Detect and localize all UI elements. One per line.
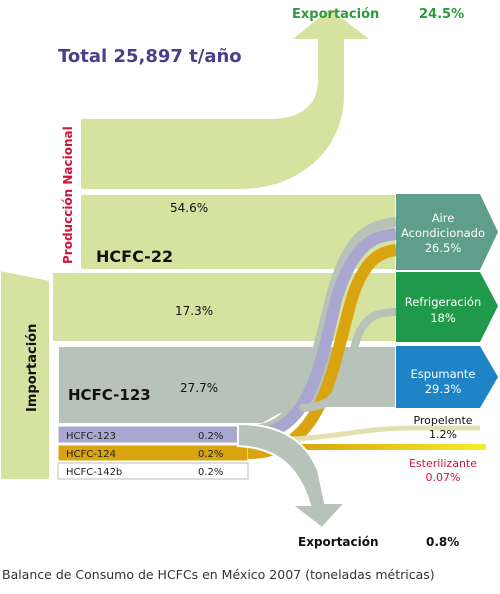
aire-label-2: Acondicionado bbox=[401, 226, 485, 240]
aire-pct: 26.5% bbox=[425, 241, 462, 255]
small-hcfc123-pct: 0.2% bbox=[198, 431, 223, 442]
prop-pct: 1.2% bbox=[429, 428, 457, 441]
prop-label: Propelente bbox=[413, 414, 472, 427]
flow-exportacion-top bbox=[79, 6, 375, 191]
dest-refrigeracion bbox=[396, 272, 498, 342]
espu-pct: 29.3% bbox=[425, 382, 462, 396]
hcfc123-pct: 27.7% bbox=[180, 381, 218, 395]
small-hcfc142b-label: HCFC-142b bbox=[66, 467, 122, 478]
export-top-pct: 24.5% bbox=[419, 7, 464, 22]
este-label: Esterilizante bbox=[409, 457, 477, 470]
figure-caption: Balance de Consumo de HCFCs en México 20… bbox=[2, 567, 435, 582]
produccion-nacional-label: Producción Nacional bbox=[61, 126, 75, 264]
hcfc22-pct: 54.6% bbox=[170, 201, 208, 215]
hcfc22-label: HCFC-22 bbox=[96, 247, 173, 266]
flow-to-esterilizante bbox=[300, 444, 486, 450]
refri-pct: 18% bbox=[430, 311, 456, 325]
espu-label: Espumante bbox=[411, 367, 476, 381]
hcfc123-label: HCFC-123 bbox=[68, 386, 151, 404]
este-pct: 0.07% bbox=[426, 471, 461, 484]
small-hcfc142b-pct: 0.2% bbox=[198, 467, 223, 478]
export-bottom-label: Exportación bbox=[298, 535, 379, 549]
dest-espumante bbox=[396, 346, 498, 408]
refri-label: Refrigeración bbox=[405, 295, 482, 309]
mid-pct: 17.3% bbox=[175, 304, 213, 318]
small-hcfc124-pct: 0.2% bbox=[198, 449, 223, 460]
flow-curve-purple bbox=[247, 228, 397, 441]
aire-label-1: Aire bbox=[432, 211, 455, 225]
flow-curve-grey-2 bbox=[299, 308, 397, 412]
small-hcfc124-label: HCFC-124 bbox=[66, 449, 116, 460]
importacion-label: Importación bbox=[25, 324, 40, 412]
small-hcfc123-label: HCFC-123 bbox=[66, 431, 116, 442]
flow-small-hcfc142b bbox=[57, 462, 249, 480]
flow-exportacion-bottom bbox=[237, 422, 348, 530]
dest-aire-acondicionado bbox=[396, 194, 498, 270]
total-title: Total 25,897 t/año bbox=[58, 46, 242, 67]
flow-importacion-source bbox=[0, 268, 51, 481]
export-top-label: Exportación bbox=[292, 7, 379, 22]
export-bottom-pct: 0.8% bbox=[426, 535, 459, 549]
